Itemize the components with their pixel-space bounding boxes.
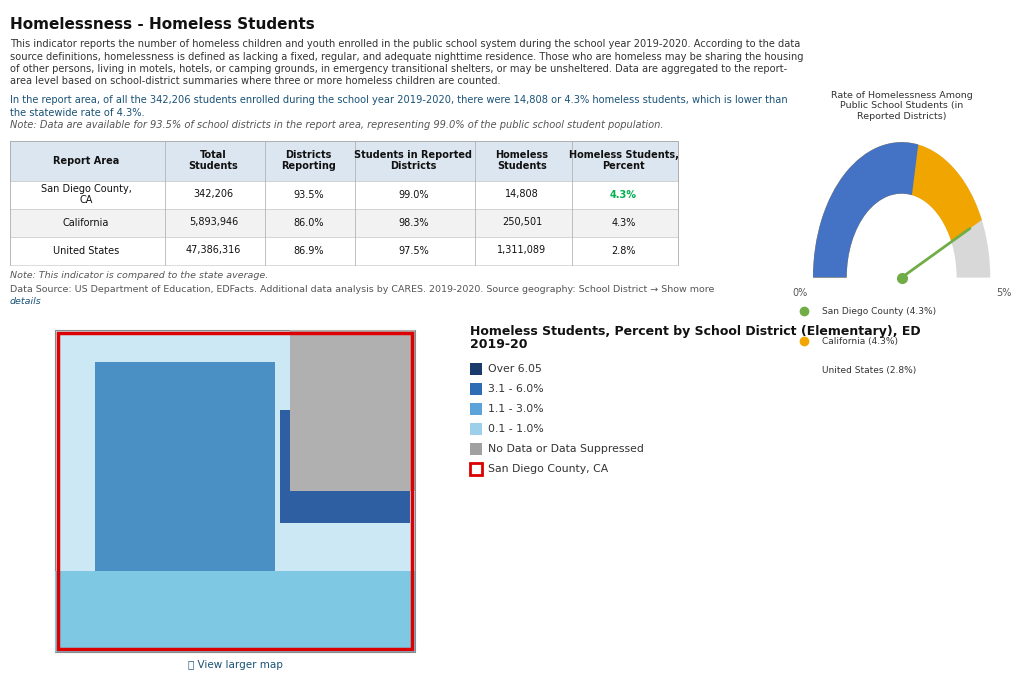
Text: Report Area: Report Area xyxy=(53,156,119,165)
Text: 3.1 - 6.0%: 3.1 - 6.0% xyxy=(488,383,544,393)
Bar xyxy=(10,141,678,181)
Bar xyxy=(55,330,415,652)
Text: San Diego County,
CA: San Diego County, CA xyxy=(41,183,131,205)
Text: Students in Reported
Districts: Students in Reported Districts xyxy=(354,150,472,171)
Text: 250,501: 250,501 xyxy=(502,217,542,227)
Text: Homelessness - Homeless Students: Homelessness - Homeless Students xyxy=(10,17,314,32)
Bar xyxy=(58,332,412,649)
Text: United States (2.8%): United States (2.8%) xyxy=(822,366,916,376)
Text: Homeless Students, Percent by School District (Elementary), ED: Homeless Students, Percent by School Dis… xyxy=(470,324,921,338)
Text: California: California xyxy=(62,217,110,227)
Text: 5,893,946: 5,893,946 xyxy=(188,217,239,227)
Text: Rate of Homelessness Among
Public School Students (in
Reported Districts): Rate of Homelessness Among Public School… xyxy=(830,91,973,121)
Text: 98.3%: 98.3% xyxy=(398,217,429,227)
Wedge shape xyxy=(813,142,990,278)
Bar xyxy=(10,236,678,265)
Text: 86.9%: 86.9% xyxy=(293,246,324,255)
Text: 0.1 - 1.0%: 0.1 - 1.0% xyxy=(488,424,544,433)
Text: 5%: 5% xyxy=(996,288,1012,299)
Wedge shape xyxy=(813,142,982,278)
Text: In the report area, of all the 342,206 students enrolled during the school year : In the report area, of all the 342,206 s… xyxy=(10,95,787,105)
Bar xyxy=(290,330,415,491)
Bar xyxy=(470,443,482,454)
Text: 97.5%: 97.5% xyxy=(398,246,429,255)
Bar xyxy=(470,383,482,395)
Text: Note: This indicator is compared to the state average.: Note: This indicator is compared to the … xyxy=(10,271,268,280)
Text: 1,311,089: 1,311,089 xyxy=(498,246,547,255)
Text: 2.8%: 2.8% xyxy=(611,246,636,255)
Text: 0%: 0% xyxy=(793,288,807,299)
Bar xyxy=(470,462,482,475)
Text: ⧉ View larger map: ⧉ View larger map xyxy=(187,660,283,670)
Text: United States: United States xyxy=(53,246,119,255)
Bar xyxy=(470,362,482,374)
Text: California (4.3%): California (4.3%) xyxy=(822,336,898,346)
Bar xyxy=(95,362,275,571)
Text: 2019-20: 2019-20 xyxy=(470,338,527,351)
Text: 86.0%: 86.0% xyxy=(293,217,324,227)
Bar xyxy=(280,410,410,523)
Bar xyxy=(470,403,482,414)
Text: 99.0%: 99.0% xyxy=(398,190,429,200)
Text: 342,206: 342,206 xyxy=(194,190,233,200)
Wedge shape xyxy=(813,142,919,278)
Text: 1.1 - 3.0%: 1.1 - 3.0% xyxy=(488,403,544,414)
Text: San Diego County (4.3%): San Diego County (4.3%) xyxy=(822,307,936,316)
Text: Note: Data are available for 93.5% of school districts in the report area, repre: Note: Data are available for 93.5% of sc… xyxy=(10,120,664,130)
Text: Over 6.05: Over 6.05 xyxy=(488,364,542,374)
Bar xyxy=(470,422,482,435)
Text: San Diego County, CA: San Diego County, CA xyxy=(488,464,608,473)
Text: 14,808: 14,808 xyxy=(505,190,539,200)
Text: source definitions, homelessness is defined as lacking a fixed, regular, and ade: source definitions, homelessness is defi… xyxy=(10,51,804,62)
Text: area level based on school-district summaries where three or more homeless child: area level based on school-district summ… xyxy=(10,77,501,87)
Text: Total
Students: Total Students xyxy=(188,150,239,171)
Text: 47,386,316: 47,386,316 xyxy=(185,246,242,255)
Text: Homeless
Students: Homeless Students xyxy=(496,150,549,171)
Text: Districts
Reporting: Districts Reporting xyxy=(281,150,336,171)
Bar xyxy=(55,571,415,652)
Text: 93.5%: 93.5% xyxy=(293,190,324,200)
Text: This indicator reports the number of homeless children and youth enrolled in the: This indicator reports the number of hom… xyxy=(10,39,801,49)
Text: Homeless Students,
Percent: Homeless Students, Percent xyxy=(568,150,679,171)
Text: 4.3%: 4.3% xyxy=(610,190,637,200)
Text: of other persons, living in motels, hotels, or camping grounds, in emergency tra: of other persons, living in motels, hote… xyxy=(10,64,787,74)
Text: 4.3%: 4.3% xyxy=(611,217,636,227)
Text: Data Source: US Department of Education, EDFacts. Additional data analysis by CA: Data Source: US Department of Education,… xyxy=(10,284,715,294)
Text: the statewide rate of 4.3%.: the statewide rate of 4.3%. xyxy=(10,108,144,118)
Bar xyxy=(10,209,678,236)
Text: details: details xyxy=(10,297,42,305)
Text: No Data or Data Suppressed: No Data or Data Suppressed xyxy=(488,443,644,454)
Bar xyxy=(10,181,678,209)
